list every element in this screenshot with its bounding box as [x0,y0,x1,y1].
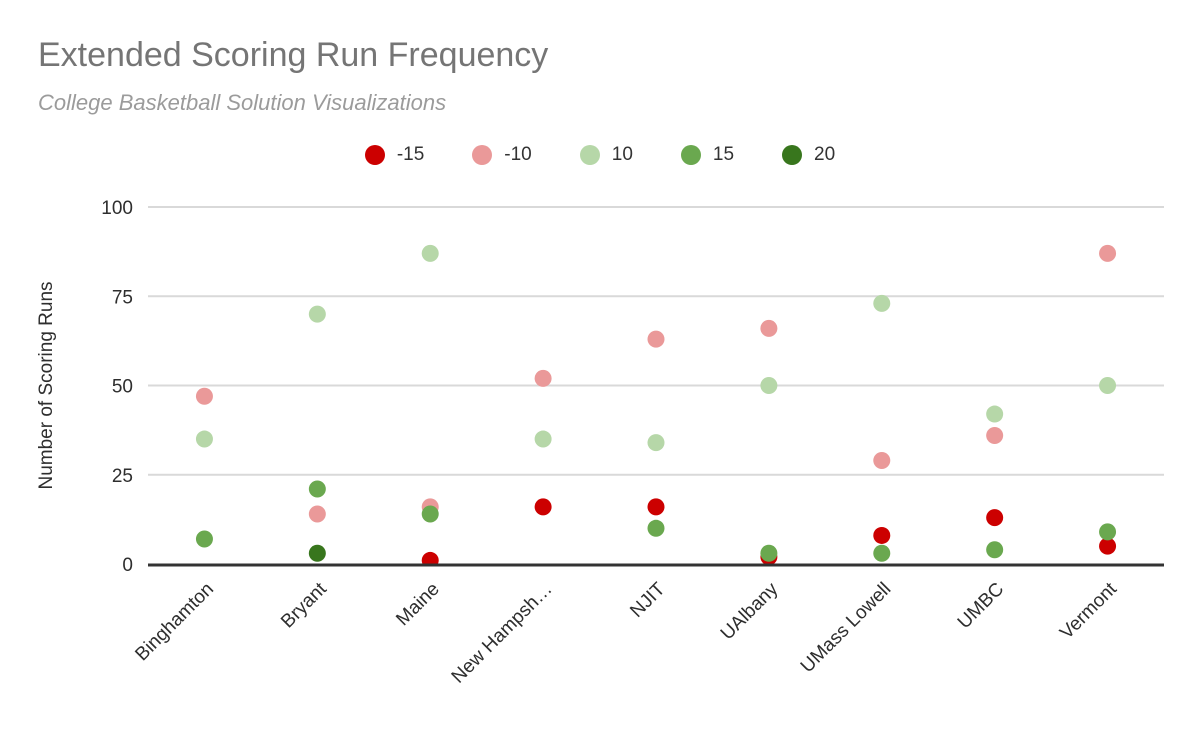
x-category-label: New Hampsh… [448,579,557,688]
legend-dot-icon [680,145,701,165]
legend-item--15: -15 [364,144,425,166]
data-point [873,451,891,469]
data-point [534,430,552,448]
series-15 [195,480,1117,562]
y-tick-label: 50 [112,377,133,398]
data-point [986,426,1004,444]
data-point [308,480,326,498]
x-category-label: UAlbany [717,578,783,644]
data-point [534,498,552,516]
legend: -15 -10 10 15 20 [0,144,1200,166]
y-tick-label: 25 [112,466,133,487]
legend-label: -15 [396,144,425,165]
series-10 [195,244,1117,452]
data-point [647,519,665,537]
x-category-label: UMBC [954,579,1008,633]
legend-dot-icon [472,145,493,165]
legend-dot-icon [782,145,803,165]
y-axis-title: Number of Scoring Runs [36,281,57,489]
data-point [647,330,665,348]
data-point [308,544,326,562]
legend-label: 10 [611,144,633,165]
data-point [421,505,439,523]
x-category-label: Vermont [1056,578,1121,643]
x-category-label: NJIT [626,578,669,621]
data-point [873,526,891,544]
legend-item--10: -10 [472,144,532,166]
data-point [986,405,1004,423]
series--15 [421,498,1117,566]
chart-title: Extended Scoring Run Frequency [38,36,549,74]
x-category-label: Bryant [277,578,331,632]
legend-label: -10 [504,144,532,165]
data-point [760,377,778,394]
data-point [195,430,213,448]
legend-dot-icon [579,145,600,165]
data-point [308,305,326,323]
data-point [195,530,213,548]
x-category-label: Binghamton [131,579,218,666]
data-point [1099,244,1117,262]
data-point [760,319,778,337]
data-point [421,244,439,262]
y-tick-label: 75 [112,287,133,308]
legend-label: 15 [712,144,735,165]
data-point [647,434,665,452]
chart-subtitle: College Basketball Solution Visualizatio… [38,90,447,115]
x-category-label: Maine [392,579,443,630]
data-point [1099,537,1117,555]
y-tick-label: 0 [122,555,133,576]
data-point [195,387,213,405]
data-point [1099,377,1117,394]
series--10 [195,244,1117,523]
series-20 [308,544,326,562]
x-category-label: UMass Lowell [797,579,895,677]
data-point [1099,523,1117,541]
legend-dot-icon [364,145,385,165]
data-point [986,541,1004,559]
data-point [308,505,326,523]
data-point [647,498,665,516]
data-point [760,544,778,562]
data-point [873,294,891,312]
scatter-plot: 0 25 50 75 100 Number of Scoring Runs Binghamt… [36,198,1164,688]
data-point [534,369,552,387]
data-point [986,509,1004,527]
data-points [195,244,1117,566]
legend-item-10: 10 [579,144,633,166]
legend-item-20: 20 [782,144,835,166]
legend-label: 20 [814,144,836,165]
data-point [873,544,891,562]
data-point [421,551,439,566]
legend-item-15: 15 [680,144,735,166]
y-tick-label: 100 [101,198,133,219]
